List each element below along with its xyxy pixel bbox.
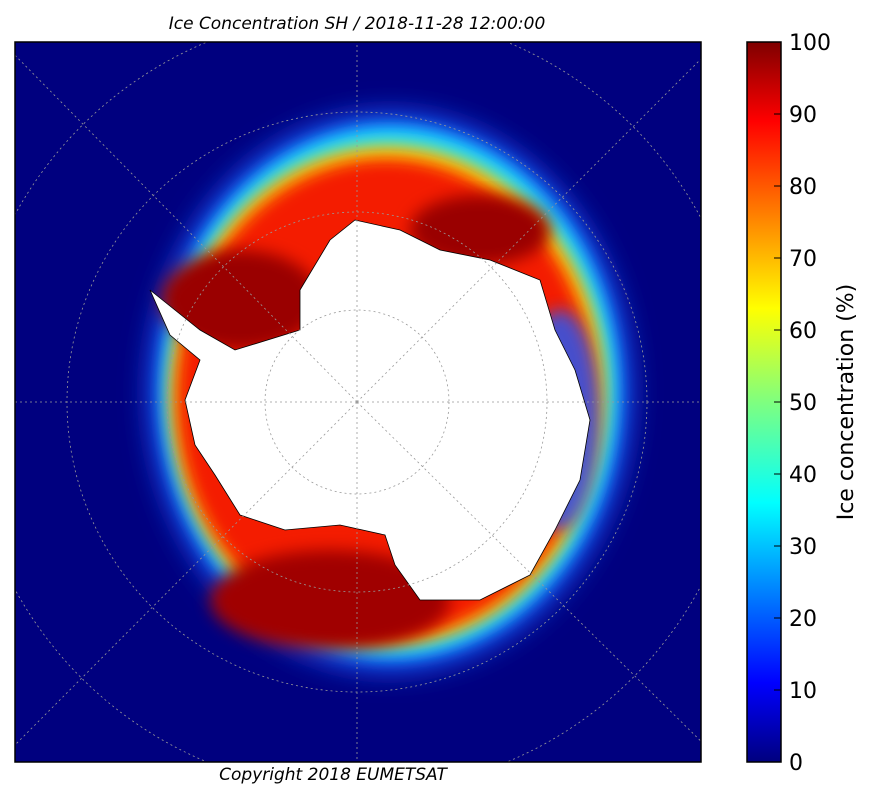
colorbar-tick-label: 20	[789, 607, 817, 632]
colorbar-tick-label: 0	[789, 751, 803, 776]
colorbar-tick-label: 30	[789, 535, 817, 560]
colorbar-tick-label: 70	[789, 247, 817, 272]
colorbar-tick-label: 100	[789, 31, 831, 56]
copyright: Copyright 2018 EUMETSAT	[219, 765, 448, 785]
colorbar-tick-label: 60	[789, 319, 817, 344]
colorbar-tick-label: 10	[789, 679, 817, 704]
colorbar-label: Ice concentration (%)	[834, 284, 859, 521]
colorbar-tick-label: 90	[789, 103, 817, 128]
colorbar-tick-label: 80	[789, 175, 817, 200]
colorbar-tick-label: 40	[789, 463, 817, 488]
map-title: Ice Concentration SH / 2018-11-28 12:00:…	[169, 14, 546, 34]
colorbar-tick-label: 50	[789, 391, 817, 416]
map	[15, 42, 701, 762]
map-frame	[14, 41, 702, 763]
